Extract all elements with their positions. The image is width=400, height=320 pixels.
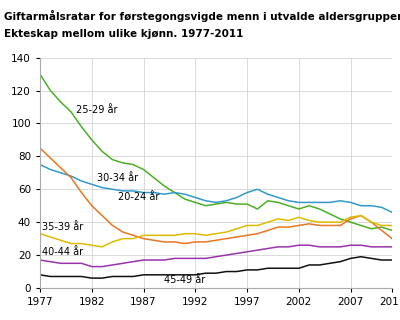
Text: 25-29 år: 25-29 år (76, 105, 118, 115)
Text: 20-24 år: 20-24 år (118, 193, 159, 203)
Text: 45-49 år: 45-49 år (164, 275, 206, 285)
Text: 40-44 år: 40-44 år (42, 247, 83, 257)
Text: 30-34 år: 30-34 år (97, 173, 138, 183)
Text: Giftarmålsratar for førstegongsvigde menn i utvalde aldersgrupper.: Giftarmålsratar for førstegongsvigde men… (4, 10, 400, 22)
Text: 35-39 år: 35-39 år (42, 222, 83, 232)
Text: Ekteskap mellom ulike kjønn. 1977-2011: Ekteskap mellom ulike kjønn. 1977-2011 (4, 29, 243, 39)
